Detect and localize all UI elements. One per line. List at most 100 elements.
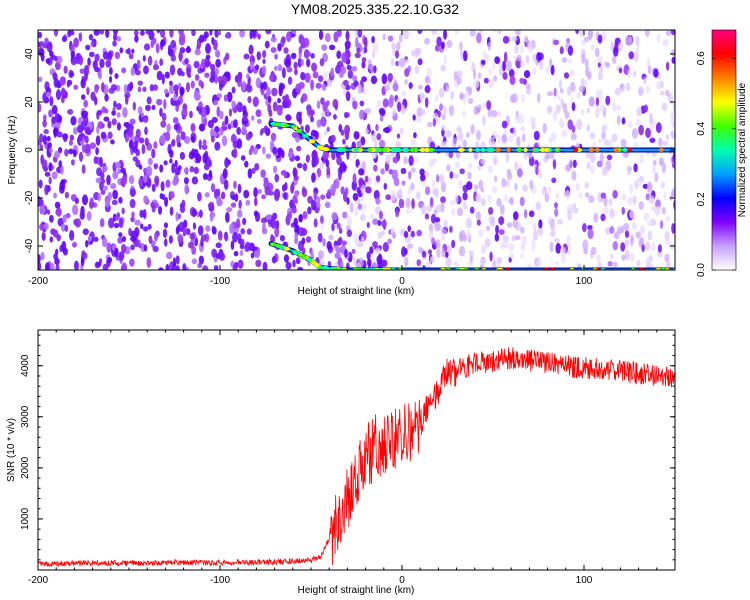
spectrogram-cell bbox=[359, 100, 365, 107]
spectrogram-cell bbox=[482, 245, 486, 254]
spectrogram-cell bbox=[601, 131, 606, 140]
spectrogram-cell bbox=[275, 190, 280, 200]
spectrogram-cell bbox=[411, 49, 415, 57]
spectrogram-cell bbox=[630, 235, 634, 247]
spectrogram-cell bbox=[56, 207, 62, 217]
spectrogram-cell bbox=[432, 118, 437, 127]
spectrogram-cell bbox=[390, 57, 395, 67]
spectrogram-cell bbox=[656, 80, 663, 90]
spectrogram-cell bbox=[533, 130, 540, 141]
signal-peak bbox=[302, 133, 309, 138]
spectrogram-cell bbox=[605, 62, 611, 69]
spectrogram-cell bbox=[365, 107, 372, 114]
spectrogram-cell bbox=[356, 186, 361, 194]
spectrogram-cell bbox=[294, 155, 301, 162]
spectrogram-cell bbox=[45, 58, 51, 64]
spectrogram-cell bbox=[513, 55, 517, 63]
spectrogram-cell bbox=[355, 42, 362, 49]
spectrogram-cell bbox=[446, 130, 453, 138]
spectrogram-cell bbox=[95, 177, 102, 184]
spectrogram-cell bbox=[312, 71, 319, 79]
spectrogram-cell bbox=[154, 231, 158, 242]
spectrogram-cell bbox=[300, 58, 304, 67]
spectrogram-cell bbox=[38, 198, 44, 207]
spectrogram-cell bbox=[165, 263, 170, 270]
spectrogram-cell bbox=[336, 156, 342, 166]
spectrogram-cell bbox=[121, 207, 125, 215]
signal-peak bbox=[486, 148, 493, 152]
spectrogram-cell bbox=[523, 208, 528, 219]
spectrogram-cell bbox=[632, 70, 637, 78]
signal-peak bbox=[299, 254, 306, 259]
spectrogram-cell bbox=[480, 198, 486, 207]
spectrogram-cell bbox=[550, 64, 555, 76]
spectrogram-cell bbox=[265, 214, 272, 221]
spectrogram-cell bbox=[251, 30, 257, 38]
spectrogram-cell bbox=[286, 66, 293, 73]
spectrogram-cell bbox=[497, 30, 502, 35]
spectrogram-cell bbox=[208, 170, 213, 178]
spectrogram-cell bbox=[470, 124, 475, 135]
spectrogram-cell bbox=[569, 69, 575, 76]
spectrogram-cell bbox=[132, 101, 137, 111]
spectrogram-cell bbox=[140, 30, 145, 36]
spectrogram-cell bbox=[55, 263, 60, 270]
spectrogram-cell bbox=[156, 98, 163, 106]
spectrogram-cell bbox=[38, 41, 45, 47]
spectrogram-cell bbox=[670, 110, 675, 121]
spectrogram-cell bbox=[297, 57, 302, 68]
spectrogram-cell bbox=[437, 110, 441, 118]
spectrogram-cell bbox=[434, 222, 441, 232]
spectrogram-cell bbox=[328, 44, 336, 51]
spectrogram-cell bbox=[149, 84, 154, 92]
spectrogram-cell bbox=[450, 90, 455, 100]
spectrogram-cell bbox=[106, 174, 111, 186]
spectrogram-cell bbox=[119, 47, 124, 54]
spectrogram-cell bbox=[224, 33, 230, 39]
spectrogram-cell bbox=[105, 59, 112, 68]
spectrogram-cell bbox=[72, 241, 77, 248]
spectrogram-cell bbox=[151, 148, 156, 159]
spectrogram-cell bbox=[138, 137, 145, 144]
spectrogram-cell bbox=[607, 261, 613, 267]
spectrogram-cell bbox=[634, 141, 639, 148]
spectrogram-cell bbox=[621, 117, 626, 125]
spectrogram-cell bbox=[554, 202, 558, 209]
spectrogram-cell bbox=[113, 100, 117, 108]
spectrogram-cell bbox=[293, 217, 299, 227]
spectrogram-cell bbox=[140, 112, 145, 118]
spectrogram-cell bbox=[169, 206, 174, 216]
spectrogram-cell bbox=[342, 138, 346, 145]
spectrogram-cell bbox=[576, 118, 583, 130]
spectrogram-cell bbox=[237, 233, 242, 240]
spectrogram-cell bbox=[129, 81, 134, 90]
y-tick-label: -40 bbox=[24, 238, 35, 253]
spectrogram-cell bbox=[133, 240, 139, 248]
spectrogram-cell bbox=[264, 40, 270, 49]
spectrogram-cell bbox=[60, 223, 66, 232]
spectrogram-cell bbox=[463, 202, 467, 211]
spectrogram-cell bbox=[140, 223, 144, 230]
spectrogram-cell bbox=[473, 79, 480, 89]
signal-peak bbox=[358, 148, 363, 152]
spectrogram-cell bbox=[254, 162, 260, 171]
signal-peak bbox=[658, 148, 664, 152]
spectrogram-cell bbox=[151, 204, 156, 213]
spectrogram-cell bbox=[584, 182, 590, 189]
spectrogram-cell bbox=[99, 218, 105, 228]
spectrogram-x-axis-label: Height of straight line (km) bbox=[298, 286, 415, 297]
signal-peak bbox=[270, 242, 276, 247]
snr-series bbox=[38, 347, 675, 568]
spectrogram-cell bbox=[416, 107, 423, 117]
spectrogram-cell bbox=[403, 156, 408, 165]
spectrogram-cell bbox=[317, 75, 324, 83]
spectrogram-cell bbox=[595, 254, 601, 262]
spectrogram-cell bbox=[143, 65, 149, 75]
spectrogram-cell bbox=[302, 162, 308, 172]
spectrogram-cell bbox=[393, 177, 400, 187]
spectrogram-cell bbox=[171, 100, 177, 106]
spectrogram-cell bbox=[239, 249, 244, 257]
spectrogram-cell bbox=[301, 237, 306, 245]
spectrogram-cell bbox=[426, 121, 433, 128]
spectrogram-cell bbox=[96, 261, 102, 267]
